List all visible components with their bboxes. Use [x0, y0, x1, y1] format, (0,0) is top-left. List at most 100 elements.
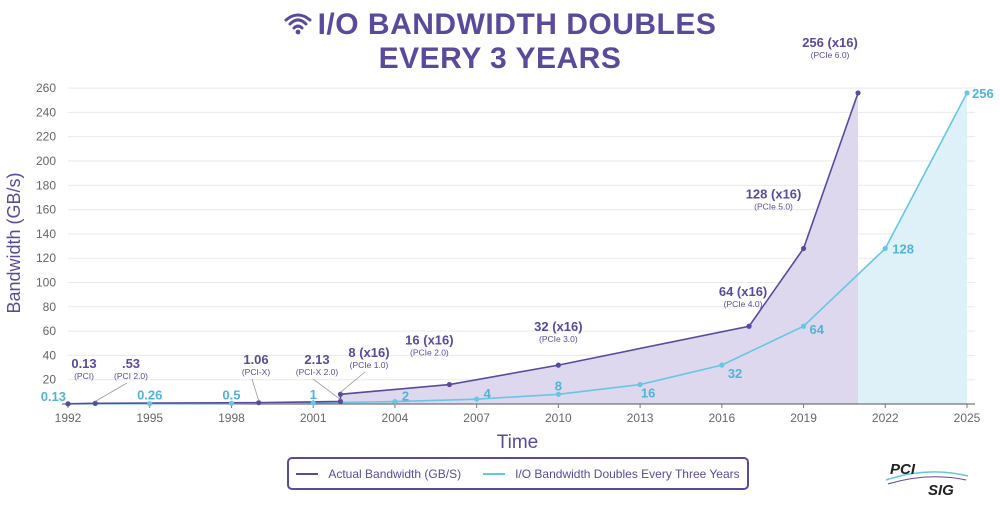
data-point-actual: [555, 362, 561, 368]
y-tick-label: 160: [36, 203, 56, 217]
bandwidth-chart: 20 40 60 80 100 120 140 160 180 200 220 240 260 1992 1…: [4, 35, 994, 453]
x-tick-label: 2013: [627, 411, 654, 425]
y-tick-label: 100: [36, 275, 56, 289]
title-text-1: I/O BANDWIDTH DOUBLES: [317, 8, 717, 41]
data-point-doubles: [147, 401, 153, 407]
annotation-leader-line: [251, 378, 260, 401]
data-label-doubles: 4: [484, 386, 492, 401]
axes: 20 40 60 80 100 120 140 160 180 200 220 240 260 1992 1…: [4, 81, 981, 453]
annotation-sublabel: (PCIe 1.0): [350, 360, 389, 370]
series-line-actual: [67, 92, 859, 405]
annotation-label: 2.13: [304, 352, 329, 367]
data-point-actual: [855, 90, 861, 96]
annotation-sublabel: (PCI-X 2.0): [296, 367, 339, 377]
data-point-actual: [800, 245, 807, 252]
annotation-label: 1.06: [243, 352, 268, 367]
x-tick-label: 2019: [790, 411, 817, 425]
data-point-doubles: [392, 398, 398, 405]
chart-title-line-1: I/O BANDWIDTH DOUBLES: [0, 8, 1000, 43]
data-point-doubles: [228, 400, 235, 406]
data-label-doubles: 64: [810, 322, 825, 337]
annotation-label: 0.13: [71, 356, 96, 371]
x-tick-label: 2004: [382, 411, 409, 425]
data-point-doubles: [882, 245, 888, 252]
wifi-icon: [284, 9, 312, 43]
x-tick-label: 1992: [55, 411, 82, 425]
data-label-actual: 32 (x16): [534, 319, 582, 334]
data-label-actual: 256 (x16): [802, 35, 858, 50]
x-tick-label: 2010: [545, 411, 572, 425]
annotation-label: .53: [122, 356, 140, 371]
legend-label-actual: Actual Bandwidth (GB/S): [328, 466, 462, 481]
data-point-doubles: [474, 396, 480, 402]
y-tick-label: 220: [36, 130, 56, 144]
projection-area-fill: [858, 92, 967, 404]
data-point-actual: [92, 400, 98, 406]
annotation-label: 8 (x16): [348, 345, 389, 360]
data-label-actual: 128 (x16): [746, 186, 802, 201]
y-tick-label: 60: [43, 324, 57, 338]
data-point-actual: [337, 398, 344, 405]
x-tick-label: 2016: [708, 411, 735, 425]
legend-item-actual: Actual Bandwidth (GB/S): [296, 467, 461, 481]
data-label-doubles: 128: [892, 241, 914, 256]
data-label-actual: 16 (x16): [405, 333, 453, 348]
data-point-doubles: [800, 323, 807, 329]
pci-sig-logo: PCI SIG: [882, 458, 972, 499]
legend-swatch-actual: [296, 472, 319, 475]
y-tick-label: 80: [43, 300, 57, 314]
y-tick-label: 240: [36, 105, 56, 119]
annotation-sublabel: (PCI 2.0): [114, 371, 148, 381]
annotation-leader-line: [95, 382, 128, 402]
logo-text-pci: PCI: [890, 461, 916, 478]
data-sublabel-actual: (PCIe 4.0): [724, 299, 763, 309]
data-point-actual: [337, 391, 344, 397]
logo-text-sig: SIG: [928, 482, 954, 498]
data-label-doubles: 16: [641, 386, 655, 401]
data-sublabel-actual: (PCIe 3.0): [539, 334, 578, 344]
annotation-leader-line: [340, 371, 366, 393]
y-tick-label: 120: [36, 251, 56, 265]
data-sublabel-actual: (PCIe 6.0): [811, 50, 850, 60]
y-tick-label: 20: [43, 373, 57, 387]
annotation-leader-line: [312, 378, 341, 400]
data-label-doubles: 0.13: [41, 389, 66, 404]
series-lines: [67, 92, 968, 405]
data-label-doubles: 1: [310, 387, 317, 402]
x-tick-label: 1998: [218, 411, 245, 425]
data-point-doubles: [637, 381, 643, 388]
annotation-sublabel: (PCI): [74, 371, 94, 381]
data-point-actual: [65, 401, 71, 407]
y-tick-label: 140: [36, 227, 56, 241]
legend-label-doubles: I/O Bandwidth Doubles Every Three Years: [515, 466, 740, 481]
y-tick-label: 40: [43, 348, 57, 362]
data-sublabel-actual: (PCIe 2.0): [410, 348, 449, 358]
y-axis-title: Bandwidth (GB/s): [4, 172, 24, 313]
data-point-doubles: [310, 400, 316, 406]
data-label-actual: 64 (x16): [719, 284, 767, 299]
annotation-sublabel: (PCI-X): [242, 367, 271, 377]
legend-swatch-doubles: [483, 472, 506, 475]
data-sublabel-actual: (PCIe 5.0): [754, 201, 793, 211]
actual-area-fill: [68, 92, 859, 404]
x-tick-label: 1995: [136, 411, 163, 425]
data-point-doubles: [555, 391, 561, 397]
x-tick-label: 2007: [463, 411, 490, 425]
x-tick-label: 2022: [872, 411, 899, 425]
data-point-actual: [256, 400, 262, 406]
x-tick-label: 2001: [300, 411, 327, 425]
area-fills: [68, 92, 967, 404]
legend-item-doubles: I/O Bandwidth Doubles Every Three Years: [483, 467, 740, 481]
data-label-doubles: 0.5: [222, 387, 240, 402]
x-tick-label: 2025: [954, 411, 981, 425]
data-point-doubles: [964, 90, 970, 96]
data-label-doubles: 0.26: [137, 388, 162, 403]
data-point-actual: [446, 381, 452, 388]
y-tick-label: 260: [36, 81, 56, 95]
data-points: [65, 90, 970, 407]
y-tick-label: 180: [36, 178, 56, 192]
data-point-actual: [746, 323, 752, 329]
data-label-doubles: 32: [728, 366, 742, 381]
data-label-doubles: 2: [402, 389, 409, 404]
